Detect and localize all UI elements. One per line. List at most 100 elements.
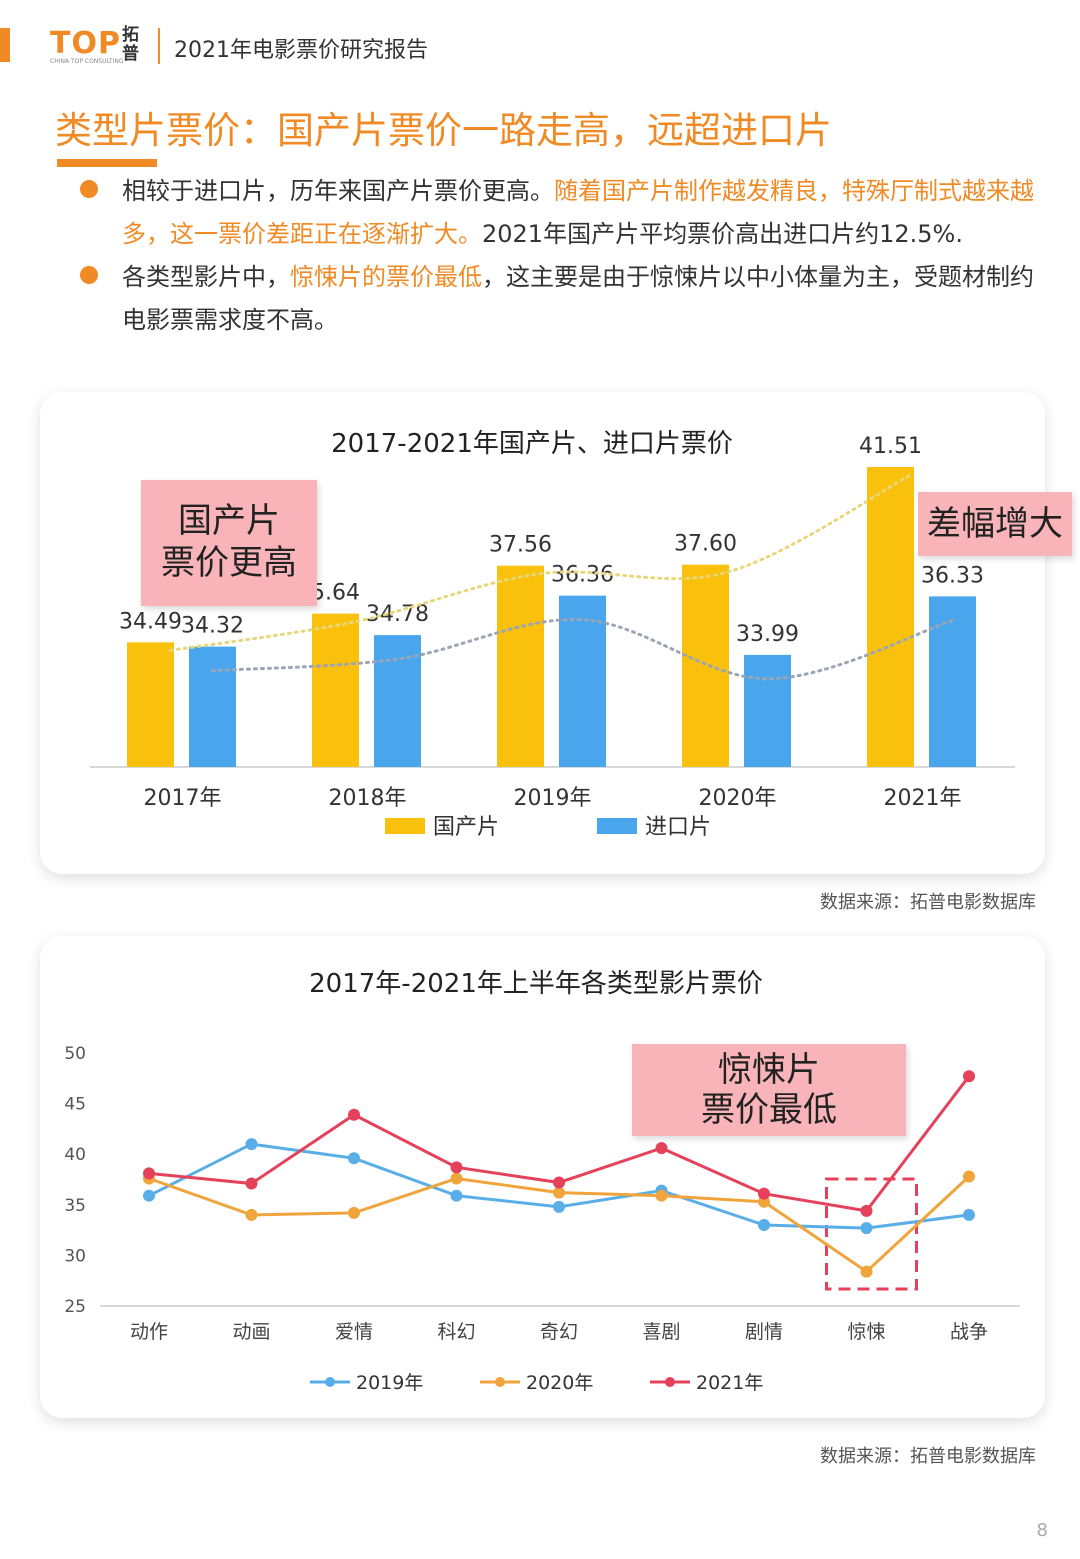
bullet-text: 各类型影片中， bbox=[122, 263, 290, 291]
logo-cn-text: 拓普 bbox=[122, 25, 139, 64]
data-point bbox=[553, 1186, 565, 1199]
document-title: 2021年电影票价研究报告 bbox=[174, 38, 428, 63]
bar-value-label: 36.36 bbox=[551, 563, 614, 588]
title-underline bbox=[57, 159, 157, 167]
x-tick-label: 剧情 bbox=[745, 1321, 783, 1343]
bar-value-label: 34.32 bbox=[181, 614, 244, 639]
legend-label: 2020年 bbox=[526, 1372, 593, 1394]
data-point bbox=[963, 1208, 975, 1221]
data-point bbox=[348, 1206, 360, 1219]
data-point bbox=[450, 1161, 463, 1174]
y-tick-label: 45 bbox=[64, 1095, 86, 1115]
chart-title: 2017年-2021年上半年各类型影片票价 bbox=[309, 969, 763, 999]
x-tick-label: 2019年 bbox=[514, 786, 592, 811]
y-tick-label: 40 bbox=[64, 1145, 86, 1165]
bar-value-label: 33.99 bbox=[736, 622, 799, 647]
data-point bbox=[245, 1208, 258, 1221]
legend-marker bbox=[665, 1377, 675, 1387]
logo: TOP 拓普 CHINA TOP CONSULTING bbox=[50, 24, 150, 68]
data-point bbox=[758, 1219, 770, 1232]
data-source: 数据来源：拓普电影数据库 bbox=[820, 892, 1036, 913]
bar-imported bbox=[374, 635, 421, 767]
bar-value-label: 5.64 bbox=[311, 581, 360, 606]
bullet-text: ，这主要是由于惊悚片以中小体量为主，受题材制约电影票需求度不高。 bbox=[122, 263, 1034, 334]
bar-domestic bbox=[312, 613, 359, 767]
header-accent-bar bbox=[0, 28, 10, 62]
bar-value-label: 34.49 bbox=[119, 609, 182, 634]
callout-gap-widening: 差幅增大 bbox=[918, 492, 1072, 556]
bullet-dot-icon bbox=[80, 266, 98, 284]
bar-imported bbox=[559, 595, 606, 767]
trendline-imported bbox=[211, 617, 954, 681]
data-point bbox=[245, 1138, 258, 1151]
logo-subtext: CHINA TOP CONSULTING bbox=[50, 58, 124, 65]
x-tick-label: 奇幻 bbox=[540, 1321, 578, 1343]
data-point bbox=[143, 1167, 155, 1180]
bar-chart-card: 2017-2021年国产片、进口片票价 34.49 34.32 2017年 5.64 34… bbox=[40, 392, 1045, 874]
bar-domestic bbox=[497, 565, 544, 767]
data-point bbox=[143, 1189, 155, 1202]
data-point bbox=[348, 1108, 360, 1121]
x-tick-label: 喜剧 bbox=[642, 1321, 680, 1343]
legend-label: 2021年 bbox=[696, 1372, 763, 1394]
callout-line: 票价更高 bbox=[161, 543, 297, 583]
x-tick-label: 惊悚 bbox=[847, 1321, 885, 1343]
line-chart-card: 2017年-2021年上半年各类型影片票价 25 30 35 40 45 50 动作 动画 爱情 科… bbox=[40, 936, 1045, 1418]
data-point bbox=[860, 1222, 873, 1235]
bullet-item: 相较于进口片，历年来国产片票价更高。随着国产片制作越发精良，特殊厅制式越来越多，… bbox=[80, 170, 1040, 256]
x-tick-label: 2021年 bbox=[884, 786, 962, 811]
page-number: 8 bbox=[1036, 1520, 1048, 1541]
bar-domestic bbox=[127, 642, 174, 767]
legend-marker bbox=[495, 1377, 505, 1387]
callout-line: 国产片 bbox=[178, 501, 280, 541]
legend-label: 2019年 bbox=[356, 1372, 423, 1394]
bar-imported bbox=[189, 646, 236, 767]
bar-imported bbox=[744, 654, 791, 767]
data-point bbox=[963, 1070, 975, 1083]
data-point bbox=[655, 1189, 668, 1202]
y-tick-label: 30 bbox=[64, 1246, 86, 1266]
data-point bbox=[963, 1170, 975, 1183]
data-point bbox=[655, 1142, 668, 1155]
chart-title: 2017-2021年国产片、进口片票价 bbox=[331, 429, 733, 459]
callout-domestic-higher: 国产片 票价更高 bbox=[141, 480, 317, 606]
bar-value-label: 37.56 bbox=[489, 533, 552, 558]
bar-value-label: 36.33 bbox=[921, 563, 984, 588]
page-title: 类型片票价：国产片票价一路走高，远超进口片 bbox=[55, 109, 832, 152]
callout-thriller-lowest: 惊悚片 票价最低 bbox=[632, 1044, 906, 1136]
x-tick-label: 爱情 bbox=[335, 1321, 373, 1343]
data-point bbox=[553, 1200, 565, 1213]
bullet-text: 2021年国产片平均票价高出进口片约12.5%. bbox=[482, 220, 963, 248]
data-point bbox=[245, 1177, 258, 1190]
x-tick-label: 科幻 bbox=[437, 1321, 475, 1343]
bar-value-label: 37.60 bbox=[674, 532, 737, 557]
legend-label: 国产片 bbox=[433, 815, 499, 840]
legend-label: 进口片 bbox=[645, 815, 711, 840]
data-point bbox=[553, 1176, 565, 1189]
data-point bbox=[758, 1187, 770, 1200]
data-point bbox=[860, 1204, 873, 1217]
highlight-box bbox=[825, 1177, 918, 1291]
y-tick-label: 25 bbox=[64, 1297, 86, 1317]
x-tick-label: 动画 bbox=[232, 1321, 270, 1343]
data-source: 数据来源：拓普电影数据库 bbox=[820, 1446, 1036, 1467]
x-tick-label: 2017年 bbox=[144, 786, 222, 811]
legend-swatch bbox=[597, 818, 637, 834]
logo-text: TOP bbox=[50, 26, 121, 61]
legend-swatch bbox=[385, 818, 425, 834]
bullet-highlight: 随着国产片制作越发精良，特殊厅制式越来越多，这一票价差距正在逐渐扩大。 bbox=[122, 177, 1034, 248]
x-tick-label: 战争 bbox=[950, 1321, 988, 1343]
data-point bbox=[450, 1189, 463, 1202]
callout-line: 票价最低 bbox=[701, 1090, 837, 1130]
bullet-list: 相较于进口片，历年来国产片票价更高。随着国产片制作越发精良，特殊厅制式越来越多，… bbox=[80, 170, 1040, 342]
bar-value-label: 41.51 bbox=[859, 434, 922, 459]
bar-imported bbox=[929, 596, 976, 767]
bullet-highlight: 惊悚片的票价最低 bbox=[290, 263, 482, 291]
bar-domestic bbox=[682, 564, 729, 767]
trendline-domestic bbox=[169, 473, 912, 652]
data-point bbox=[450, 1172, 463, 1185]
legend-marker bbox=[325, 1377, 335, 1387]
x-tick-label: 2020年 bbox=[699, 786, 777, 811]
y-tick-label: 50 bbox=[64, 1044, 86, 1064]
